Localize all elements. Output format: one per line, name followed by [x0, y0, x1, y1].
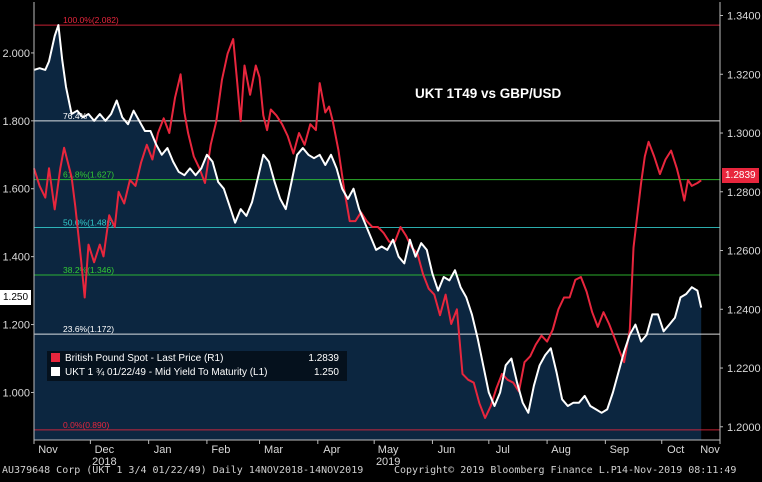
left-tick-label: 1.800 — [2, 116, 30, 128]
left-tick-label: 1.400 — [2, 252, 30, 264]
x-tick-label: May — [378, 444, 399, 456]
legend: British Pound Spot - Last Price (R1) 1.2… — [47, 351, 347, 381]
x-tick-label: Jul — [496, 444, 510, 456]
legend-item-ukt: UKT 1 ¾ 01/22/49 - Mid Yield To Maturity… — [51, 366, 343, 380]
last-value-badge-right: 1.2839 — [722, 168, 759, 183]
x-tick-label: Jan — [154, 444, 172, 456]
x-year-label: 2019 — [376, 456, 400, 468]
footer-copyright: Copyright© 2019 Bloomberg Finance L.P. — [394, 465, 623, 476]
left-tick-label: 1.200 — [2, 320, 30, 332]
right-tick-label: 1.3400 — [727, 11, 761, 23]
legend-swatch-gbp — [51, 353, 60, 362]
x-tick-label: Mar — [264, 444, 283, 456]
x-tick-label: Jun — [438, 444, 456, 456]
legend-value-ukt: 1.250 — [313, 367, 339, 378]
chart-title: UKT 1T49 vs GBP/USD — [415, 86, 562, 101]
right-tick-label: 1.2800 — [727, 187, 761, 199]
series-line-ukt — [33, 24, 703, 414]
yield-area — [34, 25, 702, 440]
right-tick-label: 1.2200 — [727, 363, 761, 375]
right-tick-label: 1.3000 — [727, 128, 761, 140]
x-tick-label: Oct — [667, 444, 684, 456]
x-year-label: 2018 — [92, 456, 116, 468]
x-tick-label: Nov — [38, 444, 58, 456]
left-tick-label: 1.600 — [2, 184, 30, 196]
legend-label-ukt: UKT 1 ¾ 01/22/49 - Mid Yield To Maturity… — [65, 367, 268, 378]
legend-label-gbp: British Pound Spot - Last Price (R1) — [65, 353, 224, 364]
fib-label: 100.0%(2.082) — [63, 15, 119, 25]
fib-label: 76.4% — [63, 111, 88, 121]
footer-security: AU379648 Corp (UKT 1 3/4 01/22/49) Daily… — [2, 465, 364, 476]
x-tick-label: Dec — [95, 444, 115, 456]
legend-item-gbp: British Pound Spot - Last Price (R1) 1.2… — [51, 352, 343, 366]
fib-label: 61.8%(1.627) — [63, 170, 114, 180]
x-tick-label: Feb — [211, 444, 230, 456]
legend-swatch-ukt — [51, 367, 60, 376]
right-tick-label: 1.3200 — [727, 69, 761, 81]
left-tick-label: 2.000 — [2, 48, 30, 60]
x-tick-label: Aug — [551, 444, 571, 456]
fib-label: 23.6%(1.172) — [63, 324, 114, 334]
legend-value-gbp: 1.2839 — [308, 353, 339, 364]
left-tick-label: 1.000 — [2, 387, 30, 399]
footer-timestamp: 14-Nov-2019 08:11:49 — [616, 465, 737, 476]
last-value-badge-left: 1.250 — [0, 290, 32, 305]
right-tick-label: 1.2600 — [727, 246, 761, 258]
x-tick-label: Apr — [323, 444, 340, 456]
x-tick-label: Nov — [700, 444, 720, 456]
fib-label: 38.2%(1.346) — [63, 265, 114, 275]
x-tick-label: Sep — [610, 444, 630, 456]
right-tick-label: 1.2400 — [727, 304, 761, 316]
fib-label: 50.0%(1.486) — [63, 217, 114, 227]
fib-label: 0.0%(0.890) — [63, 420, 109, 430]
right-tick-label: 1.2000 — [727, 422, 761, 434]
